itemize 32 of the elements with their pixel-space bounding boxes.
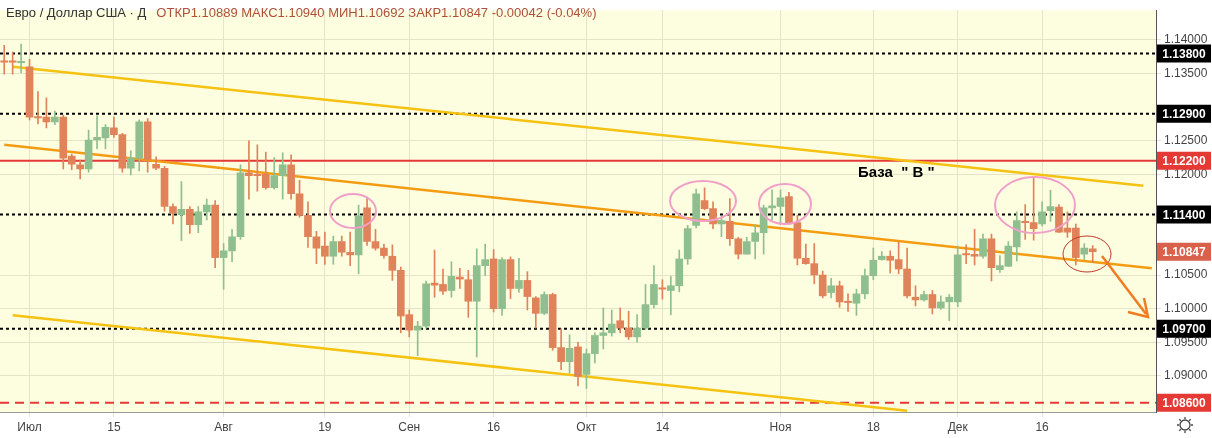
ref-line-label: 1.12200 xyxy=(1162,154,1207,169)
y-tick-label: 1.12500 xyxy=(1164,133,1208,148)
chart-subtitle: ОТКР1.10889 МАКС1.10940 МИН1.10692 ЗАКР1.10847 -0.00042 (-0.04%) xyxy=(156,5,597,20)
ref-line-label: 1.08600 xyxy=(1162,395,1207,410)
y-tick-label: 1.10000 xyxy=(1164,300,1208,315)
candlestick xyxy=(17,43,25,74)
x-tick-label: 14 xyxy=(655,419,670,434)
y-tick-label: 1.12000 xyxy=(1164,166,1208,181)
x-tick-label: Дек xyxy=(947,419,969,434)
ref-line-label: 1.09700 xyxy=(1162,322,1207,337)
ref-line-label: 1.13800 xyxy=(1162,46,1207,61)
x-tick-label: Сен xyxy=(398,419,421,434)
x-tick-label: Окт xyxy=(576,419,598,434)
x-tick-label: 16 xyxy=(1035,419,1050,434)
candlestick xyxy=(515,257,523,293)
x-tick-label: 16 xyxy=(486,419,501,434)
ref-line-label: 1.12900 xyxy=(1162,107,1207,122)
x-tick-label: 15 xyxy=(107,419,121,434)
x-tick-label: 18 xyxy=(866,419,881,434)
x-tick-label: Авг xyxy=(214,419,234,434)
ref-line-label: 1.11400 xyxy=(1162,207,1206,222)
y-tick-label: 1.09500 xyxy=(1164,334,1208,349)
y-tick-label: 1.14000 xyxy=(1164,32,1208,47)
annotation: База " В " xyxy=(858,163,935,180)
x-tick-label: 19 xyxy=(318,419,332,434)
y-tick-label: 1.13500 xyxy=(1164,65,1208,80)
x-tick-label: Июл xyxy=(17,419,42,434)
text: 1.10847 xyxy=(1162,245,1207,260)
x-tick-label: Ноя xyxy=(769,419,792,434)
y-tick-label: 1.10500 xyxy=(1164,267,1208,282)
chart-title: Евро / Доллар США · Д xyxy=(6,5,147,20)
y-tick-label: 1.09000 xyxy=(1164,368,1208,383)
